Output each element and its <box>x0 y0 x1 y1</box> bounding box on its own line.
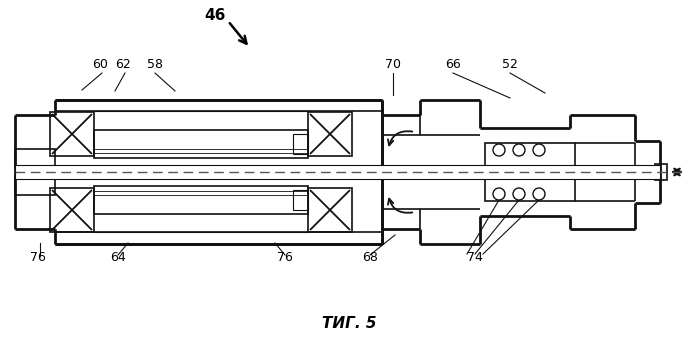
Bar <box>50 188 94 232</box>
Bar <box>485 143 575 201</box>
Text: 70: 70 <box>385 58 401 71</box>
Bar <box>94 130 308 158</box>
Text: 58: 58 <box>147 58 163 71</box>
Text: 74: 74 <box>467 251 483 264</box>
Text: 46: 46 <box>205 8 225 23</box>
Text: 62: 62 <box>115 58 131 71</box>
Circle shape <box>493 144 505 156</box>
Text: ΤИГ. 5: ΤИГ. 5 <box>322 316 376 331</box>
Circle shape <box>513 144 525 156</box>
Bar <box>15 165 660 179</box>
Text: 66: 66 <box>445 58 461 71</box>
Text: 64: 64 <box>110 251 126 264</box>
Circle shape <box>493 188 505 200</box>
Bar <box>308 188 352 232</box>
Circle shape <box>513 188 525 200</box>
Text: 68: 68 <box>362 251 378 264</box>
Bar <box>50 112 94 156</box>
Bar <box>15 177 55 195</box>
Bar <box>293 190 308 210</box>
Bar <box>15 149 55 167</box>
Circle shape <box>533 144 545 156</box>
Text: 60: 60 <box>92 58 108 71</box>
Bar <box>94 186 308 214</box>
Bar <box>293 134 308 154</box>
Bar <box>655 164 667 180</box>
Text: 76: 76 <box>30 251 46 264</box>
Circle shape <box>533 188 545 200</box>
Bar <box>308 112 352 156</box>
Text: 52: 52 <box>502 58 518 71</box>
Text: 76: 76 <box>277 251 293 264</box>
